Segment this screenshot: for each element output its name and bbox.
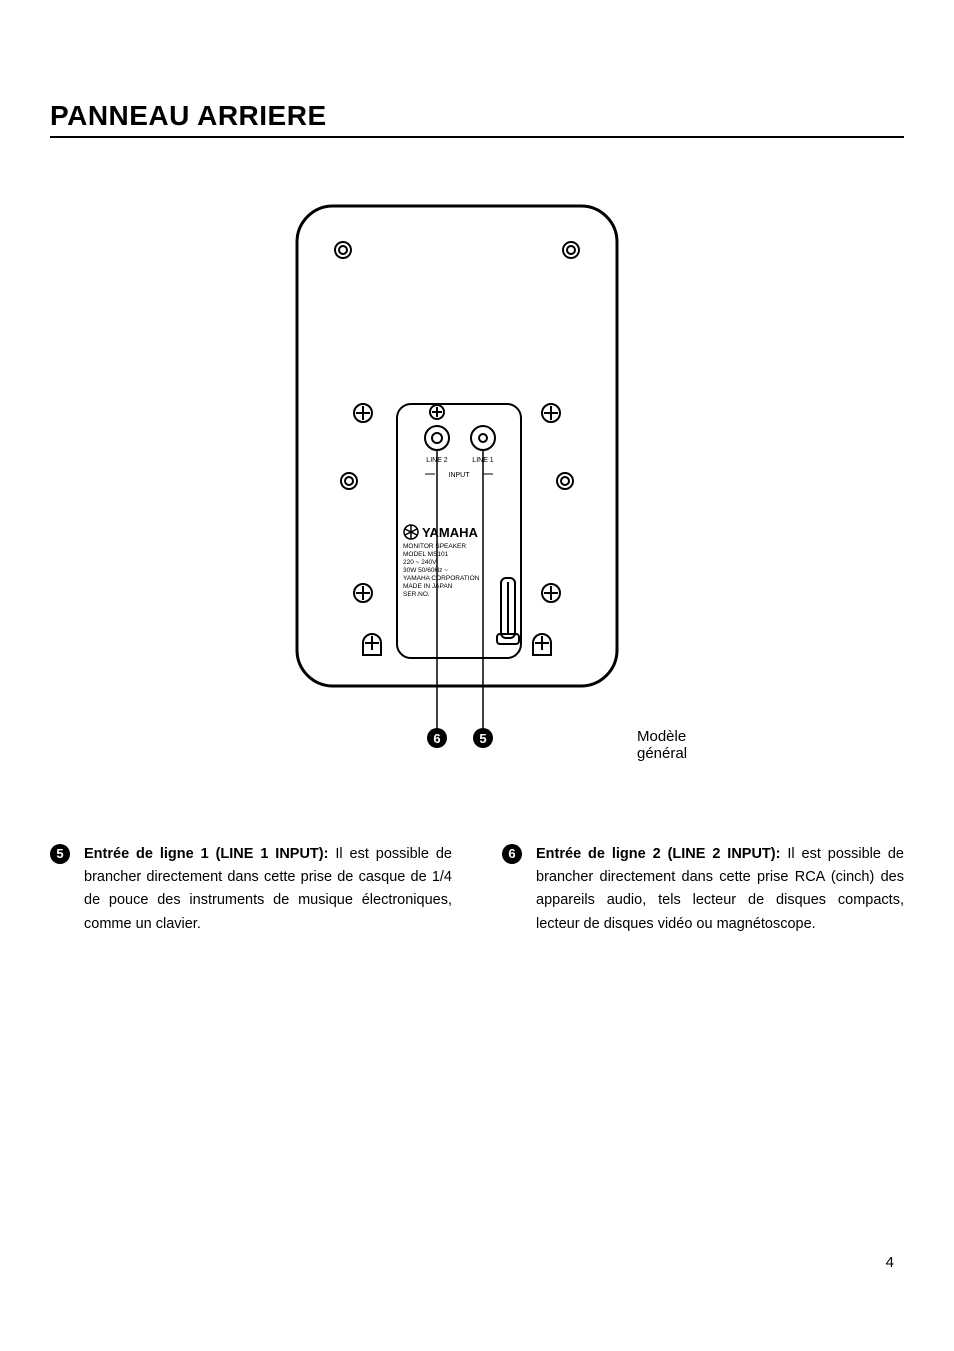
diagram-wrapper: LINE 2 LINE 1 INPUT YAMAHA MONITOR SPEAK… [277,198,677,763]
callout-body: Entrée de ligne 1 (LINE 1 INPUT): Il est… [84,843,452,936]
svg-text:SER.NO.: SER.NO. [403,591,430,598]
svg-text:YAMAHA: YAMAHA [422,525,478,540]
rear-panel-diagram: LINE 2 LINE 1 INPUT YAMAHA MONITOR SPEAK… [277,198,677,758]
svg-text:MODEL MS101: MODEL MS101 [403,551,449,558]
svg-text:INPUT: INPUT [449,472,471,479]
svg-text:30W 50/60Hz ~: 30W 50/60Hz ~ [403,567,448,574]
svg-text:5: 5 [479,731,486,746]
svg-text:6: 6 [433,731,440,746]
page-title: PANNEAU ARRIERE [50,100,904,138]
callout-6: 6 Entrée de ligne 2 (LINE 2 INPUT): Il e… [502,843,904,936]
number-circle-icon: 6 [502,844,522,864]
callout-number-6: 6 [502,843,524,936]
svg-text:220 ~ 240V: 220 ~ 240V [403,559,437,566]
callout-body: Entrée de ligne 2 (LINE 2 INPUT): Il est… [536,843,904,936]
callout-5: 5 Entrée de ligne 1 (LINE 1 INPUT): Il e… [50,843,452,936]
callout-number-5: 5 [50,843,72,936]
callout-title: Entrée de ligne 1 (LINE 1 INPUT): [84,846,328,862]
svg-text:MADE IN JAPAN: MADE IN JAPAN [403,583,453,590]
callout-title: Entrée de ligne 2 (LINE 2 INPUT): [536,846,780,862]
diagram-area: LINE 2 LINE 1 INPUT YAMAHA MONITOR SPEAK… [50,198,904,763]
svg-text:YAMAHA CORPORATION: YAMAHA CORPORATION [403,575,480,582]
page: PANNEAU ARRIERE [0,0,954,1351]
callouts: 5 Entrée de ligne 1 (LINE 1 INPUT): Il e… [50,843,904,936]
svg-text:MONITOR SPEAKER: MONITOR SPEAKER [403,543,466,550]
page-number: 4 [886,1254,894,1271]
model-label: Modèle général [637,728,687,762]
number-circle-icon: 5 [50,844,70,864]
